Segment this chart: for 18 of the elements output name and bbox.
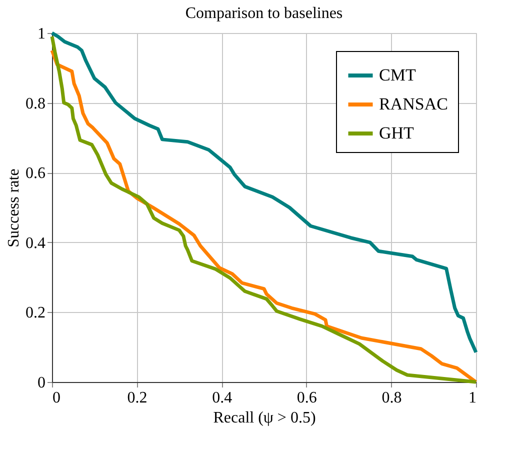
legend-label: RANSAC [379,94,448,114]
x-tick-label: 0.2 [127,390,148,406]
y-tick-label: 0.2 [26,304,46,322]
y-tick-label: 0.6 [26,165,46,182]
x-tick-label: 1 [468,390,476,406]
x-axis-title: Recall (ψ > 0.5) [213,410,316,426]
x-tick-label: 0.4 [212,390,232,406]
y-axis-title: Success rate [6,168,22,248]
y-tick-label: 0.8 [26,95,46,112]
y-tick-label: 0 [38,374,46,392]
chart-title: Comparison to baselines [185,5,343,22]
legend-label: GHT [379,124,415,142]
x-tick-label: 0.8 [382,390,402,406]
legend-label: CMT [379,66,416,84]
y-tick-label: 1 [38,26,46,42]
y-tick-label: 0.4 [26,234,46,252]
x-tick-label: 0 [52,390,60,406]
x-tick-label: 0.6 [296,390,317,406]
